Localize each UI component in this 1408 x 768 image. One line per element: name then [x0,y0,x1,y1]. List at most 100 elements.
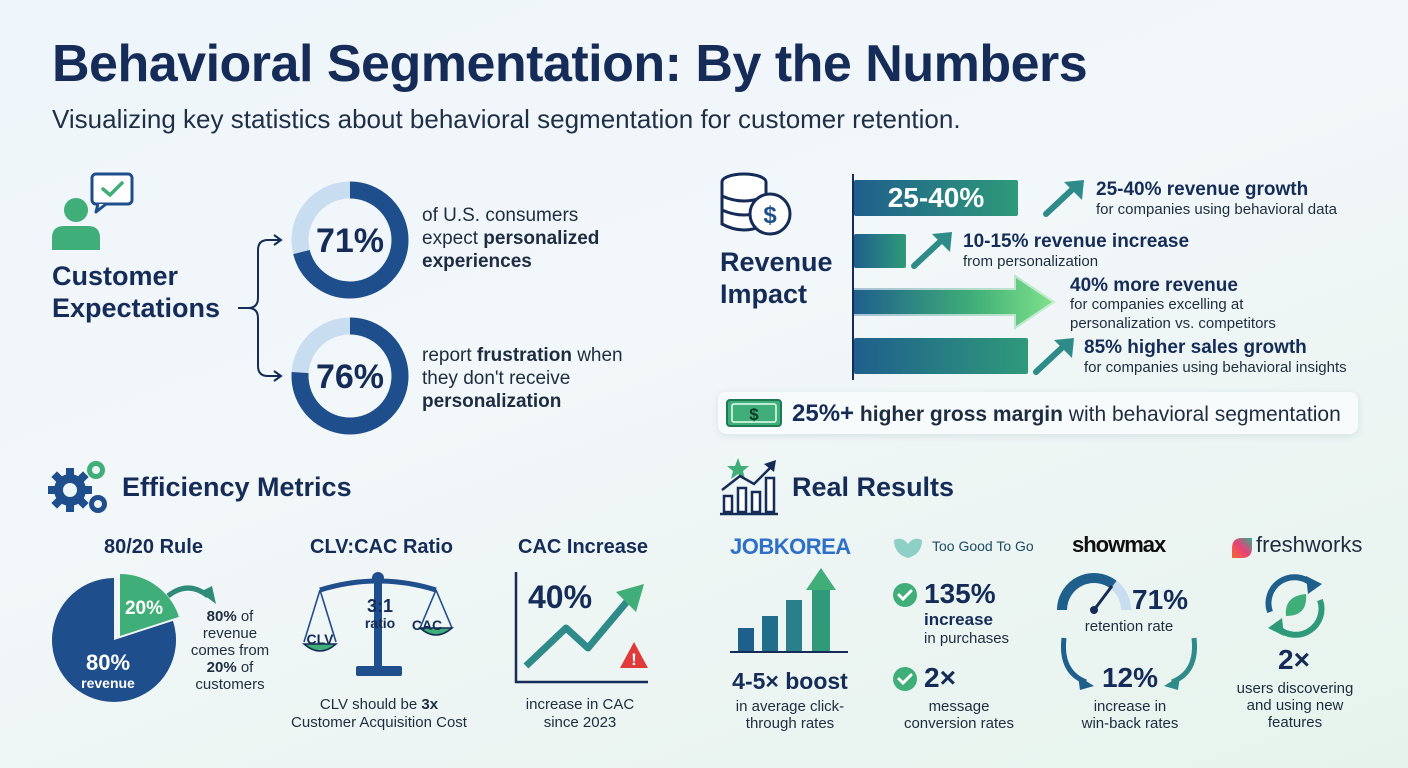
clv-desc: CLV should be 3x Customer Acquisition Co… [276,696,482,732]
revenue-item-4-detail: for companies using behavioral insights [1084,359,1347,376]
arrow-up-icon-4 [1033,338,1074,375]
gauge-icon [1057,573,1131,614]
tgtg-stat1: 135% increase in purchases [924,578,1009,648]
cac-pan-label: CAC [412,617,442,633]
showmax-logo: showmax [1072,532,1166,557]
gears-icon [48,461,107,513]
bracket-connector [238,234,283,382]
cac-desc-line2: since 2023 [543,714,617,731]
rule-desc: 80% of revenue comes from 20% of custome… [182,608,278,693]
donut-71: 71% [291,181,409,299]
check-circle-icon-2 [893,667,917,691]
revenue-item-1-headline: 25-40% revenue growth [1096,179,1309,200]
gross-margin-bold: higher gross margin [859,403,1063,426]
stat-71-text: of U.S. consumers expect personalized ex… [422,204,599,273]
gross-margin-banner: $ 25%+ higher gross margin with behavior… [718,392,1358,434]
revenue-item-3-headline: 40% more revenue [1070,275,1238,296]
customer-expectations-title: Customer Expectations [52,260,220,324]
tgtg-leaf-icon [894,538,922,558]
tgtg-stat1-value: 135% [924,578,996,609]
freshworks-desc: users discovering and using new features [1224,680,1366,731]
rule-pie: 80% revenue 20% [51,574,179,702]
stat-71-line2b: personalized [483,228,600,249]
revenue-bar-1-label: 25-40% [887,182,985,213]
svg-text:$: $ [749,405,759,424]
rule-desc-c: revenue [202,625,258,642]
page-subtitle: Visualizing key statistics about behavio… [52,104,961,134]
rule-desc-g: customers [195,676,265,693]
stat-76-line3: personalization [422,391,562,412]
revenue-item-2-headline: 10-15% revenue increase [963,231,1190,252]
dollar-bill-icon: $ [726,399,782,427]
jobkorea-desc-1: in average click- [735,698,845,715]
revenue-impact-title: Revenue Impact [720,246,833,310]
tgtg-stat2-value: 2× [924,662,956,693]
jobkorea-bar-chart [730,568,848,653]
user-chat-icon [52,172,134,250]
stat-71-line3: experiences [422,251,532,272]
balance-scale-icon: CLV CAC 3:1 ratio [302,572,454,676]
revenue-bar-2 [854,234,906,268]
cac-value: 40% [528,579,592,615]
tgtg-stat2-desc-2: conversion rates [903,715,1015,732]
showmax-stat1-value: 71% [1132,584,1189,615]
revenue-title-line1: Revenue [720,247,833,277]
stat-76-text: report frustration when they don't recei… [422,344,623,413]
results-title: Real Results [792,472,955,502]
clv-desc-bold: 3x [421,696,439,713]
refresh-leaf-icon [1265,574,1325,638]
gross-margin-value: 25%+ [792,400,855,427]
curved-arrow-icon [166,585,216,604]
jobkorea-desc-2: through rates [745,715,835,732]
revenue-item-4: 85% higher sales growth for companies us… [1084,338,1347,378]
check-circle-icon [893,583,917,607]
revenue-bar-4 [854,338,1028,374]
showmax-stat2-desc-1: increase in [1093,698,1167,715]
revenue-item-1-detail: for companies using behavioral data [1096,201,1337,218]
freshworks-desc-3: features [1267,714,1323,731]
revenue-item-3: 40% more revenue for companies excelling… [1070,276,1276,333]
stat-71-line2a: expect [422,228,484,249]
title-line-1: Customer [52,261,179,291]
gross-margin-text: 25%+ higher gross margin with behavioral… [792,400,1341,428]
stat-76-line1b: frustration [476,345,572,366]
pie-big-label: revenue [81,675,135,691]
showmax-stat1-desc: retention rate [1084,618,1174,635]
clv-ratio: 3:1 [367,596,393,616]
arrow-up-icon [1043,180,1084,217]
revenue-title-line2: Impact [720,279,808,309]
pie-slice-large [51,578,177,702]
freshworks-stat: 2× [1278,644,1310,675]
svg-text:!: ! [631,650,637,669]
revenue-item-3-detail2: personalization vs. competitors [1070,315,1276,332]
gross-margin-tail: with behavioral segmentation [1068,403,1341,426]
freshworks-logo-icon [1232,538,1252,558]
showmax-stat2-value: 12% [1101,662,1159,693]
rule-desc-f: of [236,659,254,676]
coins-dollar-icon: $ [720,172,792,236]
cac-desc: increase in CAC since 2023 [510,696,650,732]
efficiency-title: Efficiency Metrics [122,472,352,502]
pie-slice-small [120,574,179,636]
revenue-item-3-detail1: for companies excelling at [1070,296,1244,313]
donut-76-value: 76% [316,358,384,396]
cac-title: CAC Increase [518,536,649,558]
revenue-item-2-detail: from personalization [963,253,1099,270]
revenue-axis [852,174,854,380]
showmax-stat2-desc-2: win-back rates [1081,715,1179,732]
revenue-item-1: 25-40% revenue growth for companies usin… [1096,180,1337,220]
revenue-item-4-headline: 85% higher sales growth [1084,337,1307,358]
clv-pan-label: CLV [307,631,335,647]
tgtg-stat1-word: increase [924,610,993,629]
pie-big-pct: 80% [86,650,130,675]
rule-desc-d: comes from [190,642,270,659]
jobkorea-desc: in average click- through rates [720,698,860,732]
revenue-bar-1: 25-40% [854,180,1018,216]
freshworks-desc-2: and using new [1246,697,1344,714]
title-line-2: Expectations [52,293,221,323]
clv-ratio-word: ratio [365,615,395,631]
rule-desc-b: of [236,608,254,625]
showmax-stat2-desc: increase in win-back rates [1064,698,1196,732]
tgtg-stat1-desc: in purchases [924,630,1010,647]
tgtg-stat2-desc-1: message [928,698,990,715]
